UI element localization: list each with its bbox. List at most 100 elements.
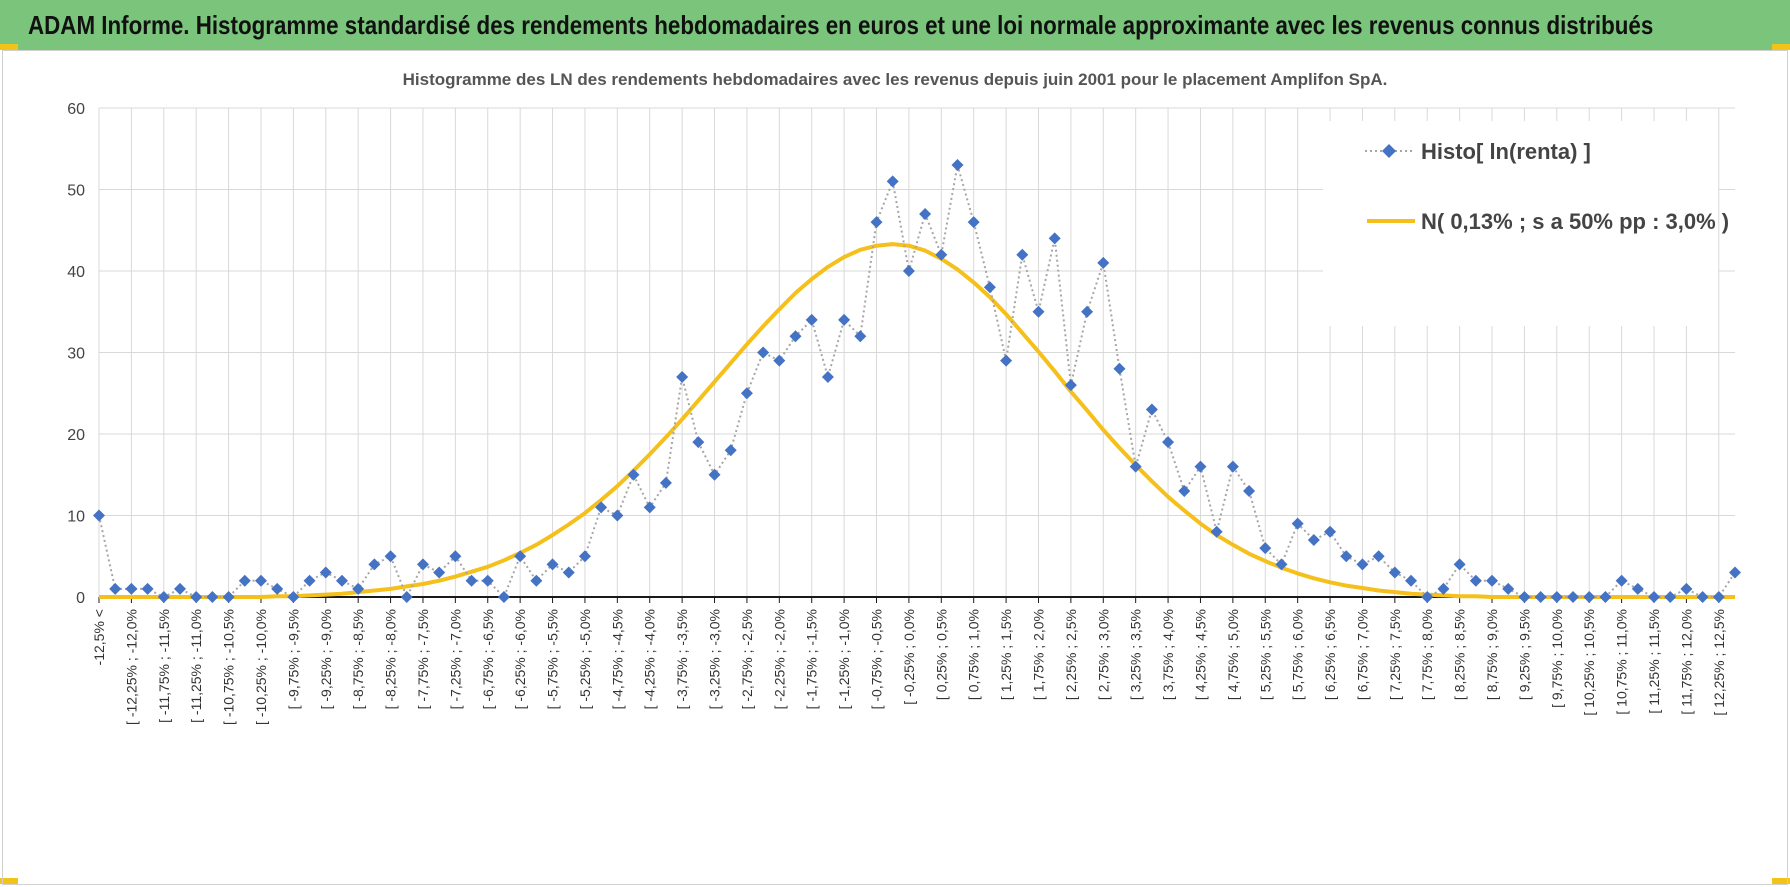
- histogram-point: [1615, 574, 1628, 587]
- histogram-point: [1340, 550, 1353, 563]
- histogram-point: [1113, 362, 1126, 375]
- histogram-point: [1243, 485, 1256, 498]
- histogram-point: [821, 370, 834, 383]
- histogram-point: [1567, 591, 1580, 603]
- chart-title: Histogramme des LN des rendements hebdom…: [403, 70, 1388, 89]
- x-tick-label: [ -5,25% ; -5,0%: [577, 609, 593, 709]
- histogram-point: [352, 582, 365, 595]
- histogram-point: [1421, 591, 1434, 603]
- report-banner: ADAM Informe. Histogramme standardisé de…: [0, 0, 1790, 50]
- x-tick-label: [ 2,75% ; 3,0%: [1095, 609, 1111, 700]
- histogram-series: [93, 159, 1741, 603]
- histogram-point: [1032, 305, 1045, 318]
- histogram-point: [1210, 525, 1223, 538]
- histogram-point: [1162, 436, 1175, 449]
- histogram-point: [773, 354, 786, 367]
- histogram-point: [271, 582, 284, 595]
- histogram-point: [1016, 248, 1029, 261]
- histogram-point: [643, 501, 656, 514]
- histogram-point: [1129, 460, 1142, 473]
- x-tick-label: [ 7,25% ; 7,5%: [1387, 609, 1403, 700]
- histogram-point: [1000, 354, 1013, 367]
- x-tick-label: [ -4,25% ; -4,0%: [642, 609, 658, 709]
- histogram-point: [125, 582, 138, 595]
- histogram-point: [805, 313, 818, 326]
- histogram-point: [1550, 591, 1563, 603]
- histogram-point: [1599, 591, 1612, 603]
- accent-corner-top-right: [1772, 44, 1790, 50]
- histogram-point: [1275, 558, 1288, 571]
- histogram-point: [1664, 591, 1677, 603]
- x-tick-label: [ 9,25% ; 9,5%: [1516, 609, 1532, 700]
- x-tick-label: [ 5,75% ; 6,0%: [1290, 609, 1306, 700]
- histogram-point: [740, 387, 753, 400]
- histogram-point: [870, 216, 883, 229]
- x-tick-label: [ -4,75% ; -4,5%: [609, 609, 625, 709]
- histogram-point: [1307, 533, 1320, 546]
- x-tick-label: [ -5,75% ; -5,5%: [545, 609, 561, 709]
- histogram-point: [93, 509, 105, 522]
- x-tick-label: [ 10,25% ; 10,5%: [1581, 609, 1597, 716]
- histogram-point: [1372, 550, 1385, 563]
- histogram-point: [1405, 574, 1418, 587]
- x-tick-label: [ -3,25% ; -3,0%: [707, 609, 723, 709]
- histogram-point: [335, 574, 348, 587]
- x-tick-label: [ -2,25% ; -2,0%: [771, 609, 787, 709]
- histogram-point: [1048, 232, 1061, 245]
- histogram-point: [497, 591, 510, 603]
- x-axis-ticks: -12,5% < [ -12,25% ; -12,0% [ -11,75% ; -1…: [91, 597, 1727, 725]
- histogram-point: [1097, 256, 1110, 269]
- histogram-point: [886, 175, 899, 188]
- x-tick-label: [ -7,75% ; -7,5%: [415, 609, 431, 709]
- x-tick-label: [ 0,75% ; 1,0%: [966, 609, 982, 700]
- y-tick-label: 50: [67, 183, 85, 200]
- histogram-point: [1081, 305, 1094, 318]
- y-tick-label: 20: [67, 427, 85, 444]
- normal-curve-series: [99, 242, 1735, 599]
- x-tick-label: [ 8,75% ; 9,0%: [1484, 609, 1500, 700]
- x-tick-label: [ -11,75% ; -11,5%: [156, 609, 172, 723]
- x-tick-label: [ -8,25% ; -8,0%: [383, 609, 399, 709]
- histogram-point: [1502, 582, 1515, 595]
- histogram-point: [1437, 582, 1450, 595]
- histogram-point: [676, 370, 689, 383]
- histogram-point: [157, 591, 170, 603]
- x-tick-label: [ -0,75% ; -0,5%: [869, 609, 885, 709]
- histogram-point: [578, 550, 591, 563]
- histogram-point: [222, 591, 235, 603]
- histogram-dotted-line: [98, 164, 1736, 600]
- histogram-point: [1259, 542, 1272, 555]
- histogram-point: [724, 444, 737, 457]
- x-tick-label: [ 3,25% ; 3,5%: [1128, 609, 1144, 700]
- x-tick-label: [ 5,25% ; 5,5%: [1257, 609, 1273, 700]
- x-tick-label: [ -9,75% ; -9,5%: [285, 609, 301, 709]
- histogram-point: [1388, 566, 1401, 579]
- histogram-point: [919, 207, 932, 220]
- histogram-point: [530, 574, 543, 587]
- histogram-point: [254, 574, 267, 587]
- x-tick-label: [ 12,25% ; 12,5%: [1711, 609, 1727, 716]
- histogram-point: [1680, 582, 1693, 595]
- accent-corner-bottom-left: [0, 878, 18, 884]
- x-tick-label: [ 11,25% ; 11,5%: [1646, 609, 1662, 714]
- histogram-point: [935, 248, 948, 261]
- x-tick-label: [ -10,25% ; -10,0%: [253, 609, 269, 725]
- histogram-point: [967, 216, 980, 229]
- histogram-point: [368, 558, 381, 571]
- histogram-point: [1648, 591, 1661, 603]
- histogram-point: [546, 558, 559, 571]
- x-tick-label: [ -3,75% ; -3,5%: [674, 609, 690, 709]
- x-tick-label: [ -1,75% ; -1,5%: [804, 609, 820, 709]
- histogram-point: [854, 330, 867, 343]
- histogram-point: [190, 591, 203, 603]
- y-tick-label: 60: [67, 101, 85, 118]
- histogram-point: [173, 582, 186, 595]
- histogram-point: [595, 501, 608, 514]
- x-tick-label: [ 4,75% ; 5,0%: [1225, 609, 1241, 700]
- histogram-point: [1291, 517, 1304, 530]
- histogram-point: [983, 281, 996, 294]
- accent-corner-top-left: [0, 44, 18, 50]
- histogram-point: [1486, 574, 1499, 587]
- histogram-point: [627, 468, 640, 481]
- legend-histo-marker: [1382, 144, 1396, 158]
